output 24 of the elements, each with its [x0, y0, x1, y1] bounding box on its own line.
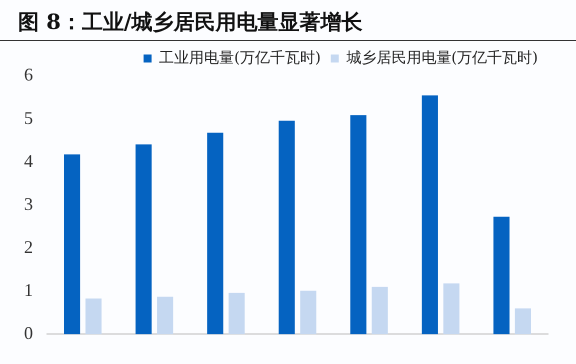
- y-tick-label: 2: [24, 236, 33, 257]
- bar: [493, 216, 510, 334]
- bar: [136, 144, 152, 334]
- bar: [443, 283, 460, 334]
- bar: [350, 115, 366, 334]
- y-tick-label: 5: [24, 108, 33, 128]
- bar: [85, 298, 102, 334]
- bar: [300, 290, 316, 334]
- legend-label: 工业用电量(万亿千瓦时): [159, 48, 321, 66]
- bar: [422, 95, 438, 334]
- bar: [207, 132, 224, 334]
- bar: [64, 154, 80, 334]
- bar: [157, 296, 174, 334]
- bar: [514, 308, 531, 334]
- bar: [278, 120, 295, 334]
- bar: [228, 292, 245, 334]
- bar: [372, 286, 388, 334]
- y-tick-label: 3: [24, 194, 33, 214]
- y-tick-label: 0: [24, 322, 33, 343]
- y-tick-label: 1: [24, 280, 33, 300]
- legend-label: 城乡居民用电量(万亿千瓦时): [345, 48, 538, 66]
- chart-title: 图 8：工业/城乡居民用电量显著增长: [0, 0, 576, 41]
- y-tick-label: 6: [24, 64, 33, 85]
- y-tick-label: 4: [24, 150, 33, 171]
